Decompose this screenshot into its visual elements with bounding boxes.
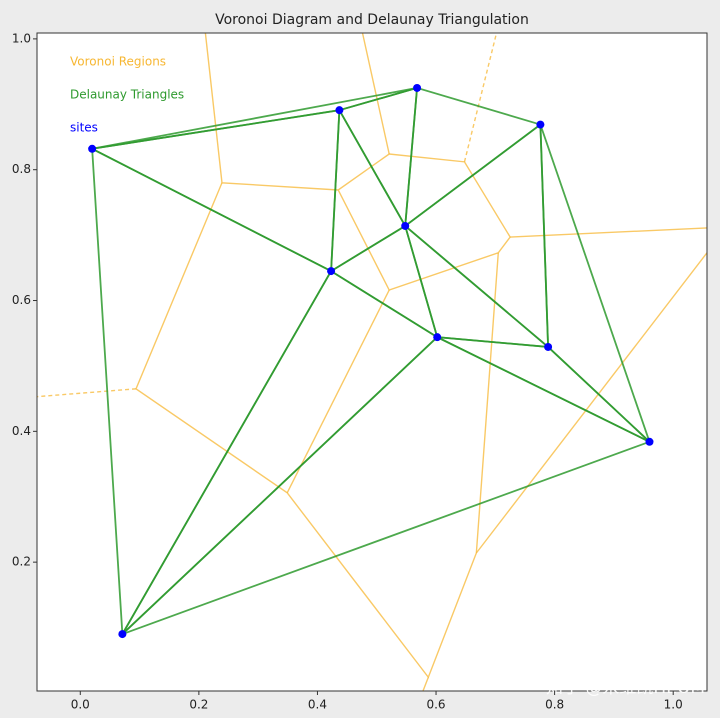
legend-entry: Delaunay Triangles	[70, 88, 184, 102]
y-tick-label: 0.4	[12, 424, 31, 438]
voronoi-edge	[422, 677, 429, 692]
x-tick-label: 0.8	[545, 698, 564, 712]
site	[536, 120, 545, 129]
y-tick-label: 0.6	[12, 293, 31, 307]
legend-entry: sites	[70, 121, 98, 135]
marks	[36, 32, 708, 692]
plot-frame	[36, 32, 708, 692]
site	[544, 342, 553, 351]
site	[645, 437, 654, 446]
voronoi-edge	[475, 252, 708, 554]
y-tick-label: 0.8	[12, 162, 31, 176]
x-tick-label: 0.0	[71, 698, 90, 712]
x-tick-label: 0.2	[189, 698, 208, 712]
voronoi-edge	[286, 289, 390, 494]
site	[401, 221, 410, 230]
plot-area	[37, 33, 707, 691]
delaunay-triangle	[539, 124, 651, 443]
site	[327, 267, 336, 276]
legend-entry: Voronoi Regions	[70, 55, 166, 69]
delaunay-triangle	[121, 336, 652, 635]
voronoi-edge	[510, 227, 708, 238]
site	[118, 630, 127, 639]
voronoi-edge	[36, 388, 137, 398]
chart-title: Voronoi Diagram and Delaunay Triangulati…	[215, 12, 529, 28]
voronoi-edge	[361, 32, 390, 155]
y-tick-label: 0.2	[12, 555, 31, 569]
x-tick-label: 0.4	[308, 698, 327, 712]
site	[335, 106, 344, 115]
site	[413, 83, 422, 92]
x-tick-label: 0.6	[426, 698, 445, 712]
watermark: 知乎 @宋维凯HEOM	[546, 678, 705, 698]
y-tick-label: 1.0	[12, 31, 31, 45]
x-tick-label: 1.0	[664, 698, 683, 712]
site	[88, 144, 97, 153]
voronoi-edge	[463, 32, 498, 163]
site	[433, 333, 442, 342]
